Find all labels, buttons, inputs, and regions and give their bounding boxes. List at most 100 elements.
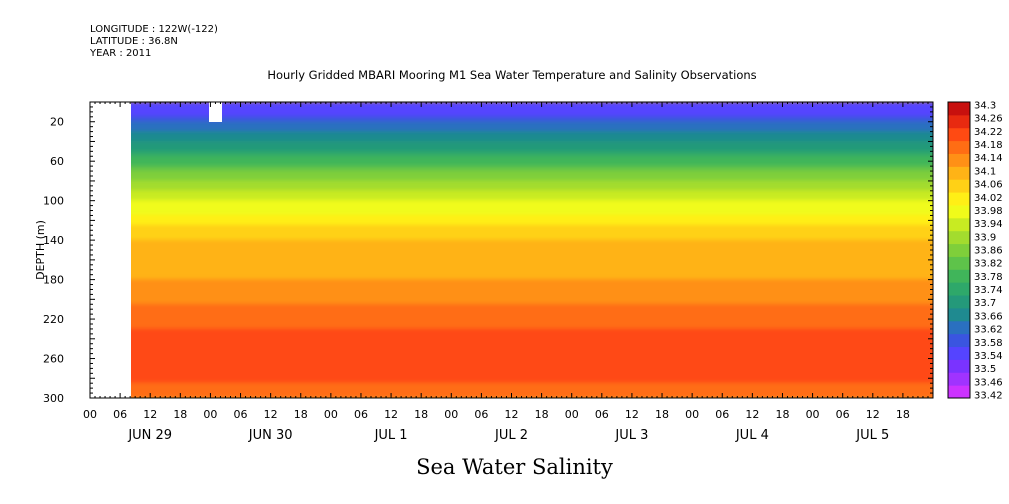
- colorbar-label: 34.1: [974, 166, 996, 177]
- x-hour-tick-label: 12: [384, 408, 398, 421]
- salinity-band: [90, 303, 933, 310]
- x-hour-tick-label: 12: [505, 408, 519, 421]
- colorbar-label: 33.7: [974, 298, 996, 309]
- colorbar-swatch: [948, 204, 970, 219]
- x-day-label: JUL 4: [735, 428, 769, 443]
- x-day-label: JUN 29: [127, 428, 172, 443]
- missing-data-left: [90, 102, 131, 398]
- salinity-band: [90, 372, 933, 379]
- y-tick-label: 140: [43, 234, 64, 247]
- salinity-band: [90, 367, 933, 374]
- x-hour-tick-label: 00: [685, 408, 699, 421]
- x-hour-tick-label: 00: [806, 408, 820, 421]
- salinity-band: [90, 387, 933, 394]
- colorbar-swatch: [948, 256, 970, 270]
- colorbar-swatch: [948, 282, 970, 296]
- y-tick-label: 20: [50, 116, 64, 129]
- colorbar-swatch: [948, 320, 970, 335]
- x-hour-tick-label: 12: [866, 408, 880, 421]
- x-hour-tick-label: 00: [444, 408, 458, 421]
- depth-bands: [90, 102, 933, 398]
- colorbar-label: 33.98: [974, 206, 1003, 217]
- colorbar-label: 34.06: [974, 180, 1003, 191]
- colorbar-swatch: [948, 114, 970, 129]
- x-hour-tick-label: 18: [414, 408, 428, 421]
- salinity-band: [90, 106, 933, 113]
- x-hour-tick-label: 18: [896, 408, 910, 421]
- x-hour-tick-label: 18: [535, 408, 549, 421]
- salinity-band: [90, 140, 933, 147]
- salinity-band: [90, 195, 933, 202]
- colorbar-swatch: [948, 269, 970, 283]
- x-hour-tick-label: 00: [565, 408, 579, 421]
- colorbar-label: 33.46: [974, 377, 1003, 388]
- x-hour-tick-label: 18: [173, 408, 187, 421]
- colorbar-swatch: [948, 346, 970, 360]
- salinity-band: [90, 145, 933, 152]
- salinity-band: [90, 160, 933, 167]
- colorbar-label: 33.78: [974, 272, 1003, 283]
- colorbar-swatch: [948, 333, 970, 348]
- x-day-label: JUL 1: [374, 428, 408, 443]
- salinity-band: [90, 229, 933, 236]
- missing-data-gap: [209, 102, 222, 122]
- colorbar-swatch: [948, 102, 970, 116]
- salinity-band: [90, 298, 933, 305]
- salinity-band: [90, 254, 933, 261]
- y-tick-label: 100: [43, 195, 64, 208]
- salinity-band: [90, 205, 933, 212]
- salinity-band: [90, 165, 933, 172]
- salinity-band: [90, 362, 933, 369]
- salinity-band: [90, 131, 933, 138]
- salinity-band: [90, 239, 933, 246]
- colorbar-swatch: [948, 295, 970, 309]
- x-axis: 00 06 12 18 00 06 12 18 00 06 12 18 00 06 12 18 00 06 12 18…: [83, 102, 934, 443]
- salinity-band: [90, 264, 933, 271]
- salinity-band: [90, 121, 933, 128]
- salinity-band: [90, 279, 933, 286]
- y-axis: 20 60 100 140 180 220 260 300: [43, 101, 933, 405]
- colorbar-swatch: [948, 179, 970, 193]
- salinity-band: [90, 249, 933, 256]
- salinity-band: [90, 126, 933, 133]
- y-tick-label: 60: [50, 155, 64, 168]
- colorbar-label: 34.02: [974, 193, 1003, 204]
- x-hour-tick-label: 06: [474, 408, 488, 421]
- salinity-band: [90, 155, 933, 162]
- salinity-band: [90, 244, 933, 251]
- salinity-band: [90, 382, 933, 389]
- salinity-band: [90, 323, 933, 330]
- colorbar-label: 34.26: [974, 114, 1003, 125]
- salinity-band: [90, 210, 933, 216]
- colorbar-label: 34.22: [974, 127, 1003, 138]
- x-hour-tick-label: 12: [264, 408, 278, 421]
- salinity-band: [90, 333, 933, 340]
- colorbar-label: 33.5: [974, 364, 996, 375]
- salinity-band: [90, 338, 933, 345]
- salinity-band: [90, 328, 933, 335]
- x-day-label: JUL 3: [614, 428, 648, 443]
- x-day-label: JUL 2: [494, 428, 528, 443]
- longitude-label: LONGITUDE : 122W(-122): [90, 24, 218, 35]
- salinity-band: [90, 274, 933, 281]
- colorbar-label: 33.94: [974, 219, 1003, 230]
- colorbar-label: 34.3: [974, 101, 996, 112]
- x-hour-tick-label: 06: [715, 408, 729, 421]
- colorbar-swatch: [948, 166, 970, 180]
- colorbar-label: 33.42: [974, 391, 1003, 402]
- x-hour-tick-label: 12: [143, 408, 157, 421]
- colorbar-swatch: [948, 140, 970, 154]
- salinity-band: [90, 358, 933, 364]
- x-hour-tick-label: 18: [294, 408, 308, 421]
- y-axis-label: DEPTH (m): [34, 220, 47, 280]
- chart-title: Hourly Gridded MBARI Mooring M1 Sea Wate…: [267, 68, 757, 82]
- salinity-band: [90, 175, 933, 182]
- colorbar-label: 33.82: [974, 259, 1003, 270]
- salinity-band: [90, 377, 933, 384]
- salinity-band: [90, 288, 933, 295]
- colorbar: 34.3 34.26 34.22 34.18 34.14 34.1 34.06 34.02 33…: [947, 101, 1003, 402]
- x-hour-tick-label: 12: [745, 408, 759, 421]
- salinity-band: [90, 111, 933, 118]
- colorbar-swatch: [948, 307, 970, 322]
